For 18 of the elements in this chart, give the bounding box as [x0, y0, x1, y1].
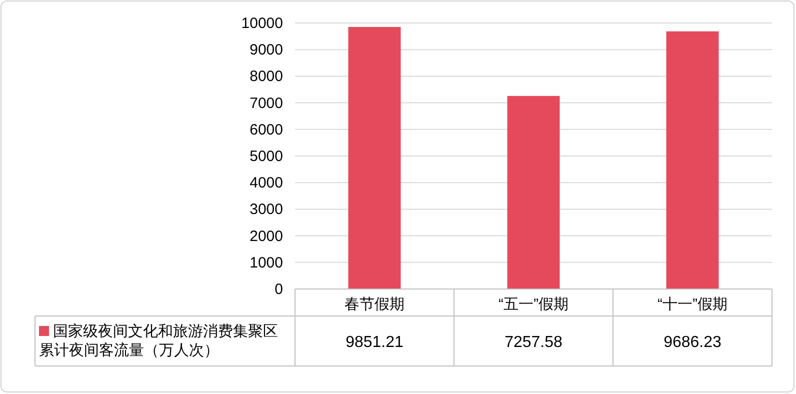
y-tick-label: 2000 [250, 228, 283, 245]
legend-label: 国家级夜间文化和旅游消费集聚区累计夜间客流量（万人次） [39, 322, 279, 360]
y-tick-label: 9000 [250, 42, 283, 59]
y-tick-label: 5000 [250, 148, 283, 165]
y-tick-label: 1000 [250, 254, 283, 272]
x-tick-label: “十一”假期 [658, 296, 728, 313]
x-tick-label: 春节假期 [344, 296, 404, 313]
y-tick-label: 10000 [241, 15, 283, 32]
data-label: 7257.58 [504, 334, 563, 351]
data-label: 9686.23 [664, 334, 722, 351]
y-tick-label: 4000 [250, 174, 283, 192]
y-tick-label: 7000 [250, 94, 283, 112]
x-tick-label: “五一”假期 [498, 296, 568, 313]
data-label: 9851.21 [346, 334, 404, 351]
y-tick-label: 6000 [250, 121, 283, 138]
y-tick-label: 3000 [250, 201, 283, 218]
y-tick-label: 0 [274, 281, 283, 298]
y-tick-label: 8000 [250, 68, 283, 86]
